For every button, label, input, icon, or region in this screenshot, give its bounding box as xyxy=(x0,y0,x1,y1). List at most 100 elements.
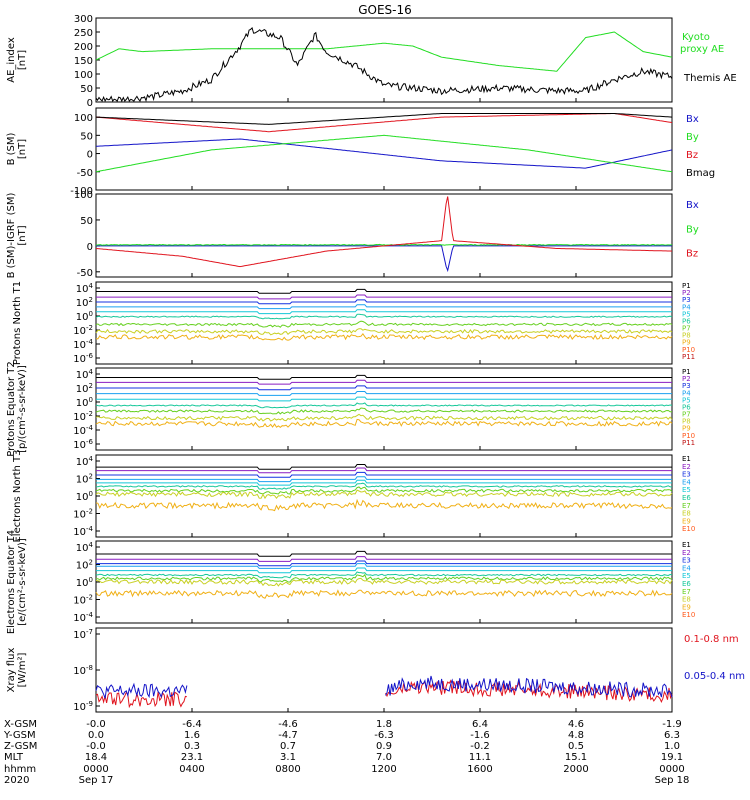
x-tick-label: 15.1 xyxy=(565,752,587,763)
x-tick-label: -6.4 xyxy=(182,719,202,730)
legend-label: E8 xyxy=(682,510,691,518)
y-tick-label: 100 xyxy=(76,396,93,409)
x-tick-label: 2000 xyxy=(563,764,588,775)
flux-line-2 xyxy=(96,467,672,474)
y-tick-label: 10-4 xyxy=(73,611,93,624)
legend-label: P2 xyxy=(682,289,691,297)
legend-label: E5 xyxy=(682,486,691,494)
x-tick-label: 0000 xyxy=(659,764,684,775)
panel-3: B (SM)-IGRF (SM) [nT] -50 0 50 100 Bx By Bz xyxy=(6,190,699,279)
legend-label: Bx xyxy=(686,114,699,125)
y-tick-label: -100 xyxy=(70,186,93,197)
flux-line-2 xyxy=(96,379,672,385)
legend-label: Themis AE xyxy=(683,73,737,84)
x-tick-label: -6.3 xyxy=(374,730,394,741)
y-axis-label: [nT] xyxy=(17,225,28,245)
y-tick-label: 10-6 xyxy=(73,438,93,451)
x-tick-label: 18.4 xyxy=(85,752,107,763)
legend-label: P7 xyxy=(682,325,691,333)
flux-line-5 xyxy=(96,479,672,486)
legend-label: E2 xyxy=(682,463,691,471)
flux-line-8 xyxy=(95,328,673,336)
x-tick-label: 0.3 xyxy=(184,741,200,752)
legend-label: Bmag xyxy=(686,168,715,179)
y-tick-label: 250 xyxy=(74,28,93,39)
legend-label: E4 xyxy=(682,478,691,486)
legend-label: E9 xyxy=(682,517,691,525)
legend-label: E9 xyxy=(682,603,691,611)
x-tick-label: 6.4 xyxy=(472,719,488,730)
y-tick-label: 50 xyxy=(80,84,93,95)
legend-label: P11 xyxy=(682,439,695,447)
y-axis-label: Protons Equator T2 xyxy=(6,361,17,457)
x-tick-label: 19.1 xyxy=(661,752,683,763)
x-tick-label: -0.0 xyxy=(86,719,106,730)
x-tick-label: -0.2 xyxy=(470,741,490,752)
flux-line-4 xyxy=(96,391,672,396)
y-tick-label: 50 xyxy=(80,131,93,142)
legend-label: E7 xyxy=(682,588,691,596)
y-tick-label: 104 xyxy=(76,455,94,468)
x-tick-label: 1.6 xyxy=(184,730,200,741)
flux-line-6 xyxy=(95,482,673,490)
x-tick-label: -1.9 xyxy=(662,719,682,730)
flux-line-4 xyxy=(96,476,672,483)
x-row-label: Z-GSM xyxy=(4,741,37,752)
legend-label: P11 xyxy=(682,353,695,361)
legend-label: P10 xyxy=(682,432,695,440)
legend-label: E7 xyxy=(682,502,691,510)
legend-label: Bz xyxy=(686,150,698,161)
panel-4: Protons North T1 10410210010-210-410-6P1P… xyxy=(12,281,695,365)
y-axis-label: Xray flux xyxy=(6,648,17,693)
y-tick-label: 10-4 xyxy=(73,525,93,538)
y-tick-label: 100 xyxy=(76,576,93,589)
legend-label: E3 xyxy=(682,557,691,565)
x-tick-label: Sep 17 xyxy=(79,775,114,786)
legend-label: By xyxy=(686,132,699,143)
panel-frame xyxy=(95,367,673,451)
y-tick-label: 100 xyxy=(76,310,93,323)
x-tick-label: -1.6 xyxy=(470,730,490,741)
flux-line-4 xyxy=(96,304,672,310)
series-line-3 xyxy=(95,196,673,268)
flux-line-4 xyxy=(96,563,672,569)
y-tick-label: 100 xyxy=(74,190,93,201)
x-tick-label: 23.1 xyxy=(181,752,203,763)
flux-line-5 xyxy=(96,567,672,574)
y-axis-label: B (SM)-IGRF (SM) xyxy=(6,193,17,279)
legend-label: P4 xyxy=(682,303,691,311)
series-line-3 xyxy=(95,113,673,133)
series-line-1 xyxy=(95,138,673,169)
y-tick-label: 10-8 xyxy=(73,664,93,677)
y-tick-label: 0 xyxy=(87,98,93,109)
flux-line-7 xyxy=(95,320,673,328)
x-tick-label: 4.6 xyxy=(568,719,584,730)
y-tick-label: 10-9 xyxy=(73,700,93,713)
y-tick-label: 102 xyxy=(76,296,93,309)
legend-label: E10 xyxy=(682,611,695,619)
y-axis-label: [p/(cm²-s-sr-keV)] xyxy=(17,365,28,453)
x-tick-label: 1.0 xyxy=(664,741,680,752)
legend-label: P6 xyxy=(682,317,691,325)
y-tick-label: 0 xyxy=(87,150,93,161)
panel-frame xyxy=(95,627,673,713)
y-tick-label: -50 xyxy=(77,268,93,279)
y-tick-label: 102 xyxy=(76,473,93,486)
x-row-label: X-GSM xyxy=(4,719,37,730)
legend-label: P1 xyxy=(682,368,691,376)
y-axis-label: B (SM) xyxy=(6,132,17,165)
x-tick-label: 6.3 xyxy=(664,730,680,741)
y-tick-label: 150 xyxy=(74,56,93,67)
y-axis-label: [nT] xyxy=(17,50,28,70)
panel-5: Protons Equator T2 [p/(cm²-s-sr-keV)] 1041… xyxy=(6,361,695,457)
series-line-2 xyxy=(95,243,673,246)
y-tick-label: 100 xyxy=(76,490,93,503)
x-row-label: Y-GSM xyxy=(3,730,36,741)
y-tick-label: 100 xyxy=(74,113,93,124)
y-axis-label: Electrons Equator T4 xyxy=(6,530,17,634)
y-tick-label: 10-2 xyxy=(73,324,93,337)
flux-line-8 xyxy=(95,577,673,587)
flux-line-1 xyxy=(96,464,672,470)
flux-line-8 xyxy=(95,489,673,500)
